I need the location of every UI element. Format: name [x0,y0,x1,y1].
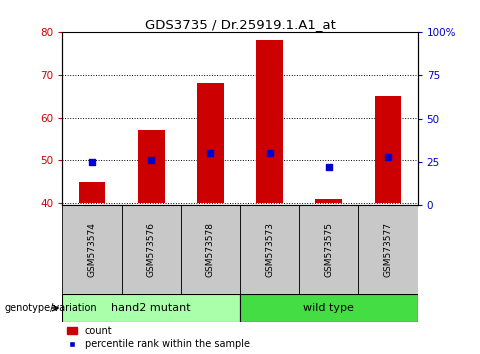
Bar [138,130,165,203]
Point [206,150,214,156]
Bar [359,205,418,294]
Text: genotype/variation: genotype/variation [5,303,97,313]
Bar [79,182,105,203]
Bar [256,40,283,203]
Bar [315,199,342,203]
Bar [299,205,359,294]
Bar [121,205,181,294]
Bar [375,96,401,203]
Point [147,158,155,163]
Text: GSM573574: GSM573574 [87,222,96,277]
Legend: count, percentile rank within the sample: count, percentile rank within the sample [67,326,250,349]
Bar [240,294,418,322]
Point [384,154,392,160]
Bar [62,205,121,294]
Bar [62,294,240,322]
Text: GSM573578: GSM573578 [206,222,215,277]
Text: GSM573573: GSM573573 [265,222,274,277]
Text: hand2 mutant: hand2 mutant [111,303,191,313]
Title: GDS3735 / Dr.25919.1.A1_at: GDS3735 / Dr.25919.1.A1_at [144,18,336,31]
Point [325,164,333,170]
Text: GSM573577: GSM573577 [384,222,393,277]
Text: wild type: wild type [303,303,354,313]
Text: GSM573576: GSM573576 [147,222,156,277]
Bar [240,205,299,294]
Bar [197,83,224,203]
Point [266,150,274,156]
Text: GSM573575: GSM573575 [324,222,333,277]
Point [88,159,96,165]
Bar [181,205,240,294]
